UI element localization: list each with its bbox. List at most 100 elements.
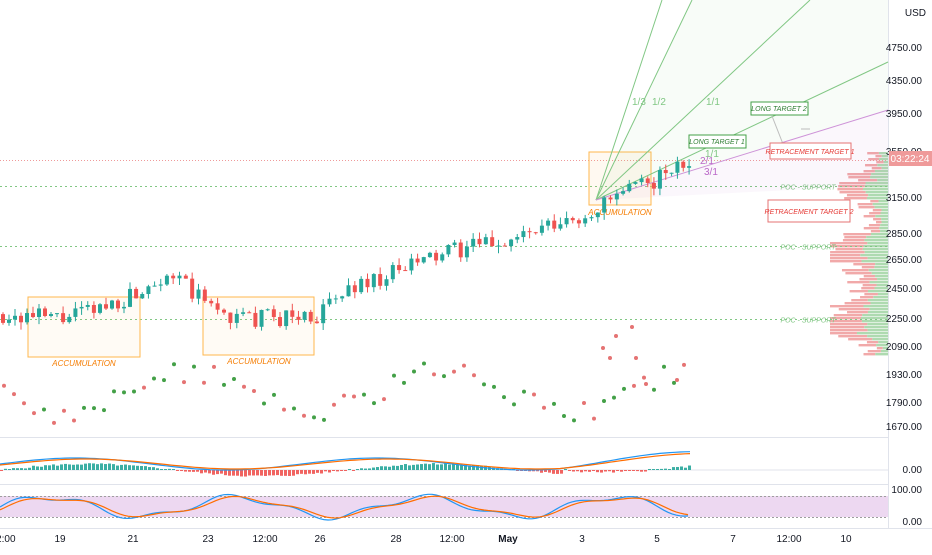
candle-body <box>1 314 5 323</box>
candle-body <box>196 289 201 299</box>
macd-histogram-bar <box>288 470 291 476</box>
indicator-dot <box>662 364 666 369</box>
macd-histogram-bar <box>544 470 547 472</box>
gann-fan: 1/3 1/2 1/1 1/1 2/1 3/1 <box>595 0 889 201</box>
volume-bar-buy <box>865 191 888 194</box>
macd-histogram-bar <box>516 470 519 471</box>
candle-body <box>85 304 90 307</box>
price-pane[interactable] <box>0 0 888 437</box>
indicator-dot <box>42 407 46 412</box>
macd-histogram-bar <box>592 470 595 471</box>
macd-histogram-bar <box>412 464 415 470</box>
macd-histogram-bar <box>404 464 407 470</box>
macd-histogram-bar <box>632 470 635 471</box>
indicator-dot <box>562 414 566 419</box>
macd-histogram-bar <box>160 469 163 470</box>
macd-histogram-bar <box>324 470 327 472</box>
time-axis[interactable]: 12:00 19 21 23 12:00 26 28 12:00 May 3 5 7 12:00 10 <box>0 534 852 545</box>
macd-histogram-bar <box>596 470 599 473</box>
macd-histogram-bar <box>588 470 591 472</box>
candle-body <box>434 252 439 261</box>
candle-body <box>73 308 78 317</box>
volume-bar-sell <box>864 293 878 296</box>
candle-body <box>669 172 674 174</box>
macd-histogram-bar <box>536 470 539 472</box>
indicator-dot <box>412 369 416 374</box>
volume-bar-sell <box>863 353 876 356</box>
macd-histogram-bar <box>252 470 255 476</box>
indicator-dot <box>102 408 106 413</box>
price-axis[interactable]: 4750.004350.003950.003550.003150.002850.… <box>886 43 923 528</box>
macd-histogram-bar <box>336 470 339 472</box>
macd-histogram-bar <box>332 470 335 471</box>
candle-body <box>458 242 463 258</box>
indicator-dot <box>242 384 246 389</box>
time-tick-label: 26 <box>314 534 326 545</box>
candle-body <box>602 197 607 213</box>
volume-bar-buy <box>868 269 888 272</box>
indicator-dot <box>442 374 446 379</box>
macd-histogram-bar <box>16 468 19 470</box>
candle-body <box>259 309 264 327</box>
candle-body <box>515 237 520 240</box>
macd-histogram-bar <box>640 470 643 472</box>
macd-histogram-bar <box>168 468 171 470</box>
indicator-dot <box>512 402 516 407</box>
macd-histogram-bar <box>96 464 99 470</box>
macd-tick-label: 0.00 <box>903 465 923 476</box>
volume-bar-sell <box>833 314 863 317</box>
accumulation-box-1: ACCUMULATION <box>27 296 141 368</box>
time-tick-label: 3 <box>579 534 585 545</box>
indicator-dot <box>292 406 296 411</box>
volume-bar-buy <box>874 206 888 209</box>
candle-body <box>384 279 389 286</box>
indicator-dot <box>302 413 306 418</box>
volume-bar-sell <box>830 242 868 245</box>
macd-histogram-bar <box>456 464 459 470</box>
macd-histogram-bar <box>24 468 27 470</box>
volume-bar-buy <box>863 188 888 191</box>
macd-histogram-bar <box>424 463 427 470</box>
candle-body <box>234 313 239 323</box>
indicator-dot <box>542 405 546 410</box>
candle-body <box>13 315 17 320</box>
macd-histogram-bar <box>240 470 243 477</box>
macd-histogram-bar <box>200 470 203 474</box>
macd-histogram-bar <box>100 463 103 470</box>
volume-bar-sell <box>868 158 880 161</box>
candle-body <box>427 252 432 258</box>
volume-bar-buy <box>867 242 888 245</box>
macd-histogram-bar <box>624 470 627 472</box>
candle-body <box>296 316 301 320</box>
macd-histogram-bar <box>668 469 671 470</box>
indicator-dot <box>614 334 618 338</box>
candle-body <box>365 278 370 288</box>
macd-histogram-bar <box>556 470 559 474</box>
macd-histogram-bar <box>628 470 631 471</box>
volume-bar-sell <box>830 317 861 320</box>
volume-bar-sell <box>830 305 864 308</box>
macd-histogram-bar <box>228 470 231 476</box>
time-tick-label: 12:00 <box>0 534 16 545</box>
time-tick-label: 10 <box>840 534 852 545</box>
macd-histogram-bar <box>568 470 571 471</box>
macd-histogram-bar <box>396 465 399 470</box>
candle-body <box>128 288 132 307</box>
volume-bar-sell <box>875 155 882 158</box>
candle-body <box>308 311 313 322</box>
candle-body <box>164 275 169 285</box>
macd-histogram-bar <box>276 470 279 476</box>
candle-body <box>589 217 594 219</box>
indicator-dot <box>502 395 506 400</box>
candle-body <box>7 319 11 323</box>
macd-histogram-bar <box>448 464 451 470</box>
long-target-1-callout: LONG TARGET 1 <box>688 134 747 149</box>
candle-body <box>122 306 126 309</box>
indicator-dot <box>232 377 236 382</box>
time-tick-label: May <box>498 534 518 545</box>
macd-histogram-bar <box>364 468 367 470</box>
macd-histogram-bar <box>120 464 123 470</box>
macd-histogram-bar <box>36 466 39 470</box>
